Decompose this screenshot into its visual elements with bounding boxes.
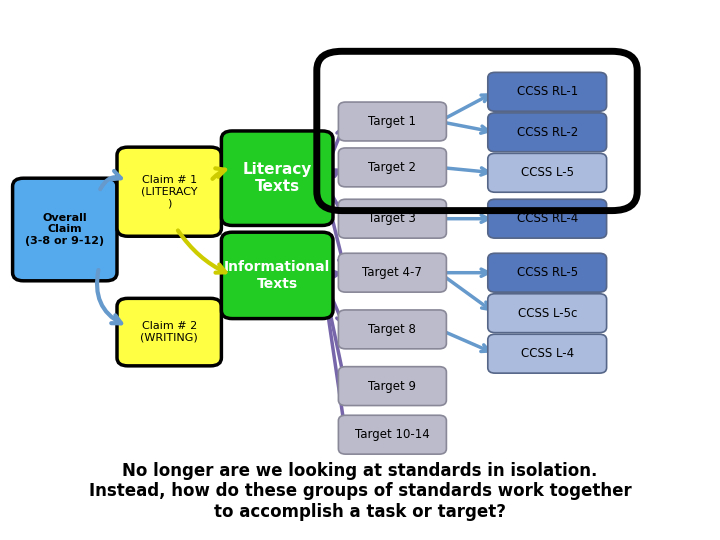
FancyBboxPatch shape	[117, 298, 222, 366]
FancyBboxPatch shape	[488, 113, 606, 152]
Text: CCSS L-4: CCSS L-4	[521, 347, 574, 360]
Text: Target 3: Target 3	[369, 212, 416, 225]
FancyBboxPatch shape	[488, 334, 606, 373]
Text: CCSS L-5: CCSS L-5	[521, 166, 574, 179]
Text: Overall
Claim
(3-8 or 9-12): Overall Claim (3-8 or 9-12)	[25, 213, 104, 246]
FancyBboxPatch shape	[488, 199, 606, 238]
FancyBboxPatch shape	[488, 294, 606, 333]
FancyBboxPatch shape	[222, 131, 333, 226]
FancyBboxPatch shape	[222, 232, 333, 319]
FancyBboxPatch shape	[338, 367, 446, 406]
Text: Claim # 1
(LITERACY
): Claim # 1 (LITERACY )	[141, 175, 197, 208]
FancyBboxPatch shape	[488, 253, 606, 292]
Text: Informational
Texts: Informational Texts	[224, 260, 330, 291]
Text: CCSS RL-4: CCSS RL-4	[516, 212, 578, 225]
Text: CCSS RL-1: CCSS RL-1	[516, 85, 578, 98]
FancyBboxPatch shape	[488, 153, 606, 192]
Text: CCSS L-5c: CCSS L-5c	[518, 307, 577, 320]
Text: CCSS RL-5: CCSS RL-5	[517, 266, 577, 279]
FancyBboxPatch shape	[12, 178, 117, 281]
Text: Target 9: Target 9	[369, 380, 416, 393]
Text: Target 1: Target 1	[369, 115, 416, 128]
Text: Target 4-7: Target 4-7	[362, 266, 423, 279]
Text: No longer are we looking at standards in isolation.
Instead, how do these groups: No longer are we looking at standards in…	[89, 462, 631, 521]
Text: Target 10-14: Target 10-14	[355, 428, 430, 441]
Text: Target 8: Target 8	[369, 323, 416, 336]
FancyBboxPatch shape	[488, 72, 606, 111]
FancyBboxPatch shape	[338, 253, 446, 292]
FancyBboxPatch shape	[338, 199, 446, 238]
FancyBboxPatch shape	[338, 310, 446, 349]
FancyBboxPatch shape	[117, 147, 222, 237]
Text: Literacy
Texts: Literacy Texts	[243, 162, 312, 194]
FancyBboxPatch shape	[338, 415, 446, 454]
Text: CCSS RL-2: CCSS RL-2	[516, 126, 578, 139]
FancyBboxPatch shape	[338, 148, 446, 187]
FancyBboxPatch shape	[338, 102, 446, 141]
Text: Claim # 2
(WRITING): Claim # 2 (WRITING)	[140, 321, 198, 343]
Text: Target 2: Target 2	[369, 161, 416, 174]
